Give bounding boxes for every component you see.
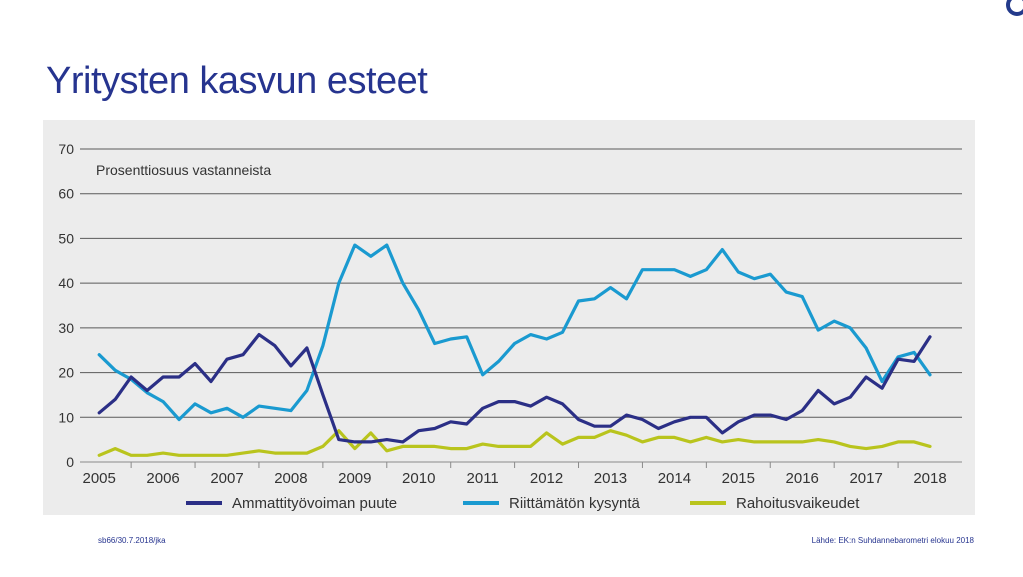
x-tick-label: 2013	[594, 470, 627, 487]
x-tick-label: 2007	[210, 470, 243, 487]
gridlines	[80, 148, 962, 463]
x-tick-label: 2016	[786, 470, 819, 487]
series-line	[97, 333, 932, 444]
footer-source: Lähde: EK:n Suhdannebarometri elokuu 201…	[811, 536, 974, 545]
legend-item: Rahoitusvaikeudet	[690, 495, 860, 512]
y-tick-label: 0	[66, 454, 74, 470]
x-tick-label: 2014	[658, 470, 691, 487]
series-line	[97, 243, 932, 422]
x-tick-label: 2008	[274, 470, 307, 487]
y-tick-label: 60	[58, 186, 74, 202]
x-tick-label: 2018	[913, 470, 946, 487]
x-tick-label: 2017	[849, 470, 882, 487]
x-tick-label: 2010	[402, 470, 435, 487]
brand-logo-mark	[1006, 0, 1023, 16]
x-tick-label: 2006	[146, 470, 179, 487]
y-tick-label: 70	[58, 141, 74, 157]
y-axis: 0 10 20 30 40 50 60 70	[58, 141, 74, 470]
legend-item: Ammattityövoiman puute	[186, 495, 397, 512]
chart-panel	[43, 120, 975, 515]
x-tick-label: 2009	[338, 470, 371, 487]
footer-code: sb66/30.7.2018/jka	[98, 536, 166, 545]
y-tick-label: 10	[58, 409, 74, 425]
series-line	[97, 429, 932, 457]
series-lines	[97, 243, 932, 457]
chart-annotation: Prosenttiosuus vastanneista	[96, 162, 271, 178]
x-tick-label: 2005	[82, 470, 115, 487]
legend-item: Riittämätön kysyntä	[463, 495, 641, 512]
legend-label: Riittämätön kysyntä	[509, 495, 641, 512]
y-tick-label: 50	[58, 230, 74, 246]
y-tick-label: 30	[58, 320, 74, 336]
slide-title: Yritysten kasvun esteet	[46, 60, 428, 102]
legend-label: Ammattityövoiman puute	[232, 495, 397, 512]
legend: Ammattityövoiman puute Riittämätön kysynt…	[186, 495, 860, 512]
x-tick-label: 2015	[722, 470, 755, 487]
y-tick-label: 20	[58, 365, 74, 381]
x-axis: 2005 2006 2007 2008 2009 2010 2011 2012 2013 2014…	[80, 461, 962, 487]
x-tick-label: 2011	[467, 470, 499, 487]
x-tick-label: 2012	[530, 470, 563, 487]
y-tick-label: 40	[58, 275, 74, 291]
legend-label: Rahoitusvaikeudet	[736, 495, 860, 512]
